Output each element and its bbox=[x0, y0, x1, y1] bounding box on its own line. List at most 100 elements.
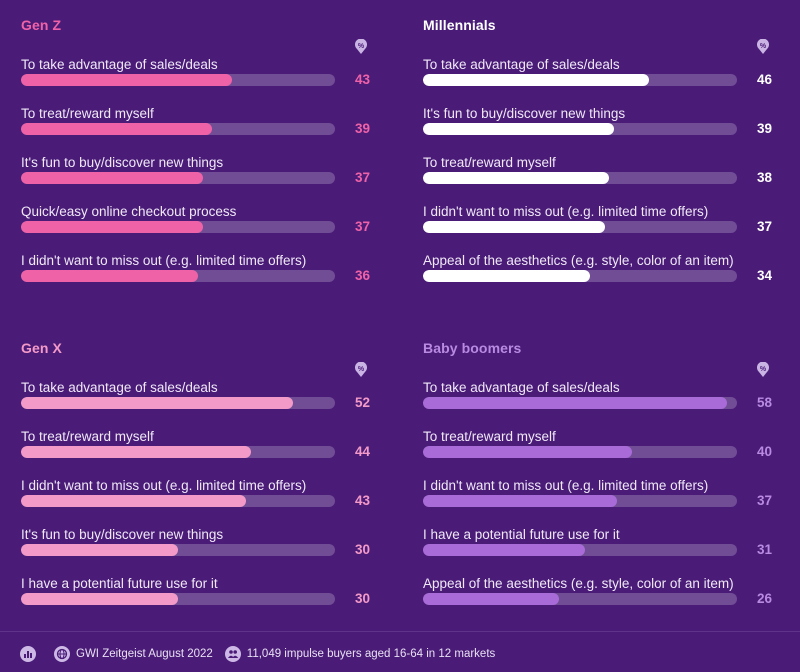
bar-track bbox=[21, 172, 335, 184]
panel-title: Gen Z bbox=[21, 17, 62, 33]
bar-label: Appeal of the aesthetics (e.g. style, co… bbox=[423, 576, 734, 591]
bar-row: I didn't want to miss out (e.g. limited … bbox=[21, 478, 381, 522]
bar bbox=[21, 446, 252, 458]
bar-label: I didn't want to miss out (e.g. limited … bbox=[21, 253, 307, 268]
percent-badge-icon: % bbox=[354, 361, 368, 378]
bar-track bbox=[423, 544, 737, 556]
panel-gen-z: Gen Z% To take advantage of sales/deals 43… bbox=[21, 17, 381, 317]
bar bbox=[21, 74, 232, 86]
bar-value-label: 44 bbox=[354, 444, 370, 459]
bar-label: To treat/reward myself bbox=[423, 429, 556, 444]
bar-row: To treat/reward myself 38 bbox=[423, 155, 783, 199]
bar-track bbox=[21, 270, 335, 282]
percent-badge-icon: % bbox=[756, 361, 770, 378]
bar-row: To take advantage of sales/deals 58 bbox=[423, 380, 783, 424]
bar-value-label: 58 bbox=[756, 395, 772, 410]
bar-row: To take advantage of sales/deals 46 bbox=[423, 57, 783, 101]
bar-row: To treat/reward myself 39 bbox=[21, 106, 381, 150]
bar bbox=[423, 74, 649, 86]
panel-title: Millennials bbox=[423, 17, 496, 33]
bar-label: I have a potential future use for it bbox=[21, 576, 218, 591]
bar-label: To treat/reward myself bbox=[423, 155, 556, 170]
bar bbox=[423, 172, 610, 184]
bar-row: To treat/reward myself 40 bbox=[423, 429, 783, 473]
bar-track bbox=[423, 446, 737, 458]
bar-chart-icon bbox=[20, 646, 36, 662]
bar bbox=[423, 270, 590, 282]
footer-source-item: GWI Zeitgeist August 2022 bbox=[54, 646, 213, 662]
bar-value-label: 30 bbox=[354, 591, 370, 606]
svg-text:%: % bbox=[358, 366, 365, 373]
bar-label: I didn't want to miss out (e.g. limited … bbox=[423, 204, 709, 219]
bar bbox=[21, 123, 213, 135]
bar-label: I didn't want to miss out (e.g. limited … bbox=[21, 478, 307, 493]
bar bbox=[423, 221, 605, 233]
bar-label: I didn't want to miss out (e.g. limited … bbox=[423, 478, 709, 493]
bar-label: To treat/reward myself bbox=[21, 429, 154, 444]
bar-track bbox=[423, 397, 737, 409]
footer: GWI Zeitgeist August 2022 11,049 impulse… bbox=[20, 643, 507, 665]
people-icon bbox=[224, 646, 241, 662]
bar-label: To take advantage of sales/deals bbox=[21, 57, 218, 72]
panel-baby-boomers: Baby boomers% To take advantage of sales/… bbox=[423, 340, 783, 640]
bar-row: To treat/reward myself 44 bbox=[21, 429, 381, 473]
bar bbox=[423, 593, 560, 605]
bar-value-label: 34 bbox=[756, 268, 772, 283]
bar-label: To treat/reward myself bbox=[21, 106, 154, 121]
bar-track bbox=[21, 74, 335, 86]
bar-track bbox=[423, 221, 737, 233]
bar bbox=[21, 593, 178, 605]
bar bbox=[21, 495, 247, 507]
bar-row: To take advantage of sales/deals 52 bbox=[21, 380, 381, 424]
bar-row: I have a potential future use for it 30 bbox=[21, 576, 381, 620]
bar-track bbox=[21, 495, 335, 507]
bar bbox=[21, 397, 294, 409]
bar-track bbox=[423, 495, 737, 507]
svg-text:%: % bbox=[760, 43, 767, 50]
bar-value-label: 37 bbox=[354, 170, 370, 185]
footer-divider bbox=[0, 631, 800, 632]
bar bbox=[21, 172, 203, 184]
bar-label: It's fun to buy/discover new things bbox=[423, 106, 626, 121]
bar-track bbox=[423, 172, 737, 184]
bar-value-label: 38 bbox=[756, 170, 772, 185]
bar-row: I didn't want to miss out (e.g. limited … bbox=[21, 253, 381, 297]
bar-value-label: 39 bbox=[354, 121, 370, 136]
bar-label: Quick/easy online checkout process bbox=[21, 204, 237, 219]
bar-value-label: 37 bbox=[756, 493, 772, 508]
bar-value-label: 30 bbox=[354, 542, 370, 557]
bar bbox=[21, 221, 203, 233]
bar-track bbox=[423, 123, 737, 135]
bar-label: It's fun to buy/discover new things bbox=[21, 155, 224, 170]
bar-label: Appeal of the aesthetics (e.g. style, co… bbox=[423, 253, 734, 268]
bar-value-label: 46 bbox=[756, 72, 772, 87]
bar-value-label: 39 bbox=[756, 121, 772, 136]
bar-value-label: 52 bbox=[354, 395, 370, 410]
bar-row: It's fun to buy/discover new things 37 bbox=[21, 155, 381, 199]
bar-track bbox=[21, 593, 335, 605]
bar bbox=[423, 397, 727, 409]
footer-sample: 11,049 impulse buyers aged 16-64 in 12 m… bbox=[246, 648, 496, 660]
globe-icon bbox=[54, 646, 70, 662]
bar-row: It's fun to buy/discover new things 39 bbox=[423, 106, 783, 150]
bar-label: It's fun to buy/discover new things bbox=[21, 527, 224, 542]
bar bbox=[423, 123, 615, 135]
bar-value-label: 37 bbox=[756, 219, 772, 234]
bar bbox=[21, 270, 198, 282]
bar-row: It's fun to buy/discover new things 30 bbox=[21, 527, 381, 571]
bar-track bbox=[21, 221, 335, 233]
bar-row: Appeal of the aesthetics (e.g. style, co… bbox=[423, 576, 783, 620]
bar bbox=[423, 446, 633, 458]
bar-row: I didn't want to miss out (e.g. limited … bbox=[423, 204, 783, 248]
bar-label: To take advantage of sales/deals bbox=[21, 380, 218, 395]
panel-title: Baby boomers bbox=[423, 340, 522, 356]
panel-title: Gen X bbox=[21, 340, 62, 356]
bar-track bbox=[423, 593, 737, 605]
footer-chart-item bbox=[20, 646, 42, 662]
bar-track bbox=[423, 270, 737, 282]
bar bbox=[21, 544, 178, 556]
bar-label: I have a potential future use for it bbox=[423, 527, 620, 542]
bar-track bbox=[21, 544, 335, 556]
bar-value-label: 36 bbox=[354, 268, 370, 283]
svg-text:%: % bbox=[358, 43, 365, 50]
